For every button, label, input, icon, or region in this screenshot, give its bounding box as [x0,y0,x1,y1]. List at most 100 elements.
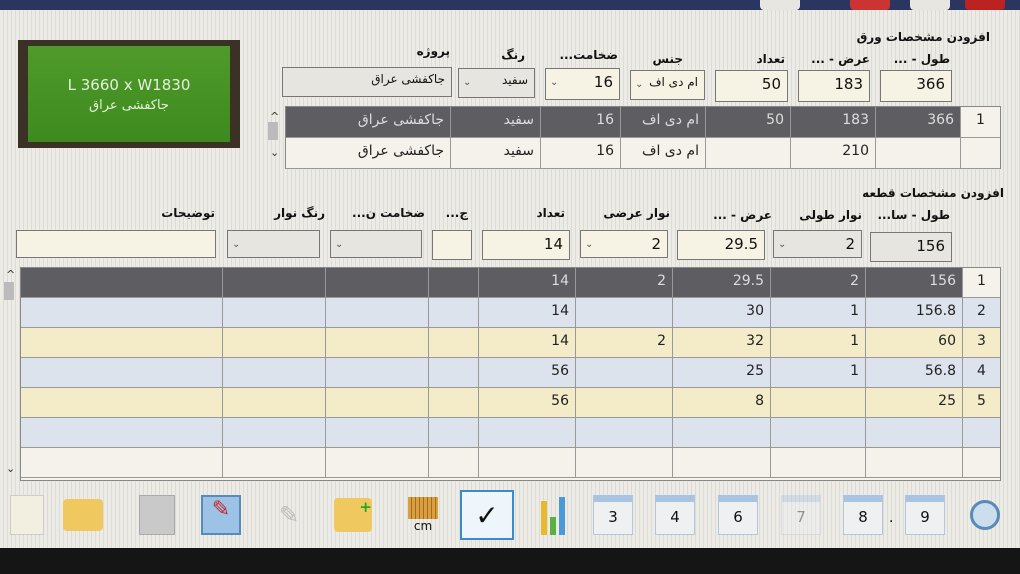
table-cell[interactable]: 56.8 [865,358,962,387]
table-cell[interactable]: سفید [450,107,540,137]
table-cell[interactable] [478,418,575,447]
table-cell[interactable]: 210 [790,138,875,168]
table-row[interactable] [21,448,1000,478]
table-cell[interactable]: سفید [450,138,540,168]
table-cell[interactable] [428,388,478,417]
table-cell[interactable]: 1 [770,328,865,357]
piece-length-input[interactable]: 156 [870,232,952,262]
table-cell[interactable]: 32 [672,328,770,357]
piece-edge-thickness-select[interactable]: ⌄ [330,230,422,258]
table-cell[interactable] [705,138,790,168]
close-button[interactable] [965,0,1005,10]
piece-edge-color-select[interactable]: ⌄ [227,230,320,258]
table-cell[interactable] [21,418,222,447]
table-cell[interactable] [428,358,478,387]
table-cell[interactable] [222,328,325,357]
save-icon[interactable] [134,492,180,538]
gauge-button[interactable] [910,0,950,10]
table-cell[interactable] [865,418,962,447]
piece-count-input[interactable]: 14 [482,230,570,260]
table-cell[interactable] [575,388,672,417]
table-row[interactable] [21,418,1000,448]
table-cell[interactable]: جاکفشی عراق [357,112,444,128]
table-cell[interactable]: 183 [790,107,875,137]
table-cell[interactable]: 8 [672,388,770,417]
number-button-6[interactable]: 6 [715,492,761,538]
table-cell[interactable] [478,448,575,477]
table-cell[interactable] [672,418,770,447]
table-cell[interactable] [770,418,865,447]
table-cell[interactable]: ام دی اف [620,138,705,168]
table-cell[interactable]: 2 [575,268,672,297]
row-index[interactable]: 1 [962,268,1000,297]
scroll-down-icon[interactable]: ⌄ [270,146,280,159]
table-cell[interactable] [575,418,672,447]
table-cell[interactable] [770,448,865,477]
piece-edge-long-select[interactable]: 2 ⌄ [773,230,862,258]
table-row[interactable]: 1 366 183 50 ام دی اف 16 سفید جاکفشی عراق [286,107,1000,138]
table-cell[interactable]: 25 [672,358,770,387]
table-row[interactable]: 210 ام دی اف 16 سفید جاکفشی عراق [286,138,1000,169]
table-cell[interactable] [325,418,428,447]
table-cell[interactable] [222,298,325,327]
table-cell[interactable]: 2 [770,268,865,297]
number-button-9[interactable]: 9 [902,492,948,538]
table-cell[interactable]: 56 [478,358,575,387]
table-cell[interactable] [325,328,428,357]
table-row[interactable]: 2 156.8 1 30 14 [21,298,1000,328]
chart-icon[interactable] [530,492,576,538]
table-cell[interactable] [21,358,222,387]
table-cell[interactable] [222,358,325,387]
table-cell[interactable] [222,418,325,447]
number-button-7[interactable]: 7 [778,492,824,538]
new-icon[interactable] [4,492,50,538]
table-cell[interactable]: 14 [478,328,575,357]
table-cell[interactable]: 2 [575,328,672,357]
window-button[interactable] [760,0,800,10]
table-row[interactable]: 5 25 8 56 [21,388,1000,418]
table-cell[interactable] [222,388,325,417]
table-cell[interactable]: 60 [865,328,962,357]
table-cell[interactable] [428,268,478,297]
table-cell[interactable]: 16 [540,138,620,168]
table-cell[interactable] [21,298,222,327]
row-index[interactable] [962,418,1000,447]
sheet-thickness-select[interactable]: 16 ⌄ [545,68,620,100]
piece-edge-short-select[interactable]: 2 ⌄ [580,230,668,258]
table-cell[interactable]: ام دی اف [620,107,705,137]
row-index[interactable]: 3 [962,328,1000,357]
table-cell[interactable]: 16 [540,107,620,137]
table-cell[interactable]: جاکفشی عراق [357,143,444,159]
table-row[interactable]: 3 60 1 32 2 14 [21,328,1000,358]
table-cell[interactable] [21,448,222,477]
row-index[interactable]: 1 [960,107,1000,137]
table-cell[interactable]: 30 [672,298,770,327]
table-cell[interactable] [222,268,325,297]
scroll-down-icon[interactable]: ⌄ [6,462,16,475]
table-cell[interactable] [865,448,962,477]
table-cell[interactable] [428,328,478,357]
sheet-material-select[interactable]: ام دی اف ⌄ [630,70,705,100]
table-cell[interactable]: 56 [478,388,575,417]
table-cell[interactable] [428,298,478,327]
scrollbar-thumb[interactable] [4,282,14,300]
sheet-length-input[interactable]: 366 [880,70,952,102]
table-cell[interactable] [325,358,428,387]
table-cell[interactable]: 1 [770,298,865,327]
piece-notes-input[interactable] [16,230,216,258]
table-cell[interactable] [672,448,770,477]
table-row[interactable]: 4 56.8 1 25 56 [21,358,1000,388]
ruler-icon[interactable]: cm [400,492,446,538]
scroll-up-icon[interactable]: ^ [270,110,280,123]
piece-grain-input[interactable] [432,230,472,260]
table-cell[interactable] [428,448,478,477]
piece-width-input[interactable]: 29.5 [677,230,765,260]
sheet-grid[interactable]: 1 366 183 50 ام دی اف 16 سفید جاکفشی عراق 210 ام … [285,106,1001,169]
row-index[interactable] [960,138,1000,168]
piece-grid[interactable]: 1 156 2 29.5 2 14 2 156.8 1 30 14 3 60 1 32 2 14 4 56.8 1 25… [20,267,1001,481]
table-cell[interactable]: 366 [875,107,960,137]
table-cell[interactable] [21,268,222,297]
new-folder-icon[interactable]: + [330,492,376,538]
table-cell[interactable] [21,328,222,357]
row-index[interactable]: 2 [962,298,1000,327]
